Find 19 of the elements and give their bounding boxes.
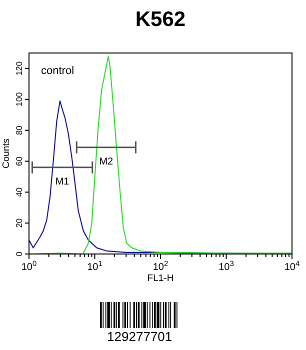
y-tick-label: 40	[14, 187, 24, 197]
y-tick-label: 120	[14, 61, 24, 76]
x-tick-label: 10$^{1}$	[87, 258, 102, 273]
x-axis-title: FL1-H	[147, 273, 174, 284]
series-label: M1	[55, 176, 70, 188]
annotation: control	[41, 65, 74, 77]
x-tick-label: 10$^{4}$	[284, 258, 300, 273]
legend-label: M2	[99, 156, 114, 168]
y-tick-label: 60	[14, 156, 24, 166]
x-tick-label: 10$^{0}$	[21, 258, 37, 273]
y-tick-label: 20	[14, 218, 24, 228]
text: 129277701	[107, 329, 172, 344]
y-tick-label: 0	[14, 251, 24, 256]
y-tick-label: 100	[14, 92, 24, 106]
x-tick-label: 10$^{2}$	[152, 258, 168, 273]
y-axis-title: Counts	[1, 138, 12, 169]
x-tick-label: 10$^{3}$	[218, 258, 234, 273]
chart-title: K562	[135, 8, 186, 31]
y-tick-label: 80	[14, 125, 24, 136]
